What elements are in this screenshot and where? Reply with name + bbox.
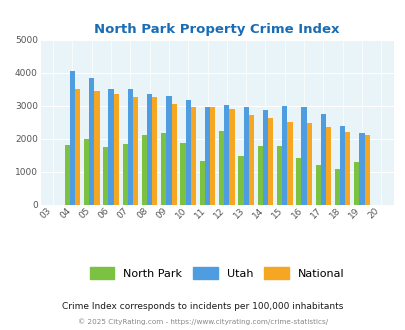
Bar <box>89 78 94 205</box>
Bar <box>364 135 369 205</box>
Bar <box>339 126 344 205</box>
Text: Crime Index corresponds to incidents per 100,000 inhabitants: Crime Index corresponds to incidents per… <box>62 302 343 312</box>
Bar <box>301 107 306 205</box>
Bar <box>296 158 301 205</box>
Bar <box>325 127 330 205</box>
Bar <box>205 107 210 205</box>
Bar <box>199 161 205 205</box>
Bar <box>103 147 108 205</box>
Bar <box>243 107 248 205</box>
Bar <box>108 89 113 205</box>
Bar <box>276 146 281 205</box>
Bar <box>141 135 147 205</box>
Bar <box>75 89 80 205</box>
Bar <box>190 107 196 205</box>
Bar <box>84 139 89 205</box>
Bar <box>122 144 128 205</box>
Bar <box>267 118 273 205</box>
Bar <box>166 96 171 205</box>
Bar <box>147 94 152 205</box>
Bar <box>70 71 75 205</box>
Bar <box>238 156 243 205</box>
Bar <box>152 97 157 205</box>
Bar <box>344 132 350 205</box>
Bar <box>180 143 185 205</box>
Bar <box>262 110 267 205</box>
Bar <box>128 89 132 205</box>
Bar <box>248 115 254 205</box>
Bar <box>161 133 166 205</box>
Bar <box>113 94 119 205</box>
Legend: North Park, Utah, National: North Park, Utah, National <box>85 263 348 283</box>
Bar <box>306 123 311 205</box>
Bar <box>353 162 358 205</box>
Bar <box>315 165 320 205</box>
Bar <box>287 122 292 205</box>
Bar <box>229 109 234 205</box>
Text: © 2025 CityRating.com - https://www.cityrating.com/crime-statistics/: © 2025 CityRating.com - https://www.city… <box>78 318 327 325</box>
Bar <box>94 91 99 205</box>
Bar <box>185 100 190 205</box>
Bar <box>257 146 262 205</box>
Bar <box>210 107 215 205</box>
Bar <box>224 105 229 205</box>
Bar <box>171 104 176 205</box>
Bar <box>219 131 224 205</box>
Bar <box>358 133 364 205</box>
Bar <box>334 169 339 205</box>
Bar <box>281 106 287 205</box>
Bar <box>320 114 325 205</box>
Bar <box>132 97 138 205</box>
Bar <box>64 145 70 205</box>
Title: North Park Property Crime Index: North Park Property Crime Index <box>94 23 339 36</box>
